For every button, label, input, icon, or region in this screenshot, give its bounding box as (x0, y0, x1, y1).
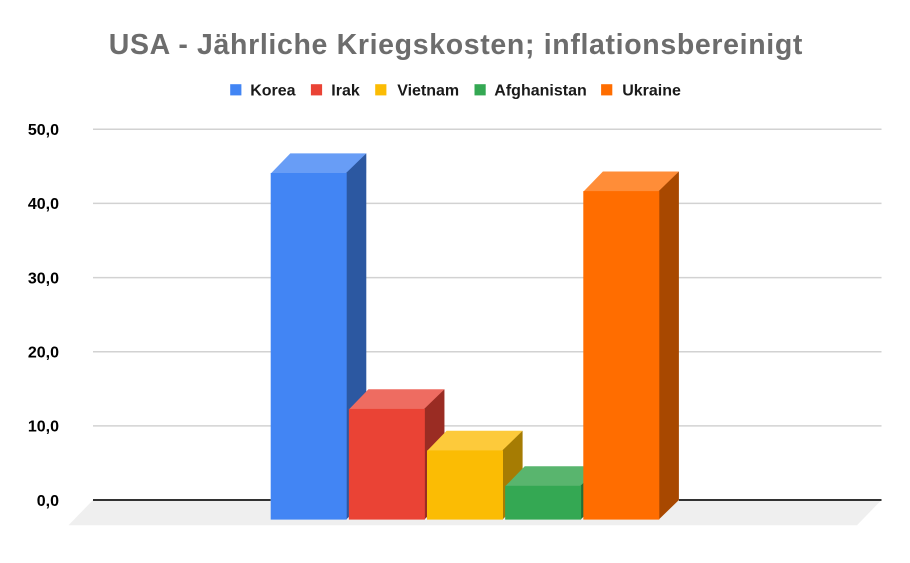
svg-text:40,0: 40,0 (28, 196, 59, 213)
svg-text:50,0: 50,0 (28, 122, 59, 139)
svg-text:Irak: Irak (331, 83, 360, 100)
svg-text:30,0: 30,0 (28, 270, 59, 287)
svg-text:20,0: 20,0 (28, 345, 59, 362)
svg-text:USA - Jährliche Kriegskosten;: USA - Jährliche Kriegskosten; inflations… (109, 29, 803, 61)
svg-text:Afghanistan: Afghanistan (494, 83, 586, 100)
svg-text:Ukraine: Ukraine (622, 83, 681, 100)
svg-text:10,0: 10,0 (28, 419, 59, 436)
svg-text:Korea: Korea (250, 83, 295, 100)
svg-text:Vietnam: Vietnam (397, 83, 459, 100)
svg-text:0,0: 0,0 (37, 493, 59, 510)
